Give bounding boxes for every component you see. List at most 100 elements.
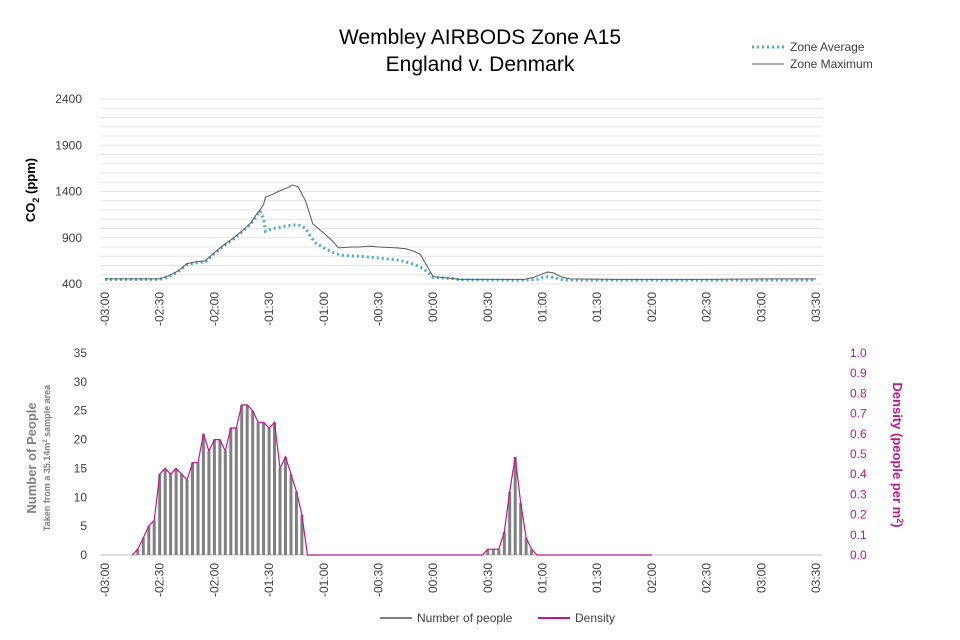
- people-bar: [191, 462, 194, 555]
- people-bar: [234, 428, 238, 555]
- bottom-y-tick-label: 0: [80, 548, 87, 562]
- people-bar: [158, 474, 162, 555]
- bottom-right-y-tick-label: 0.2: [850, 508, 867, 522]
- bottom-x-tick-label: -01:30: [262, 563, 276, 597]
- top-chart-y-tick-labels: 400 900 1400 1900 2400: [55, 92, 82, 291]
- top-x-tick-label: -01:30: [262, 292, 276, 326]
- top-x-tick-label: 02:30: [700, 292, 714, 322]
- bottom-left-y-axis-label: Number of People: [24, 402, 39, 513]
- bottom-x-tick-label: 00:00: [426, 563, 440, 593]
- top-chart-gridlines: [100, 98, 822, 285]
- bottom-x-tick-label: -00:30: [371, 563, 385, 597]
- bottom-x-tick-label: 03:00: [754, 563, 768, 593]
- people-bar: [491, 549, 495, 555]
- people-bar: [207, 451, 211, 555]
- people-bar: [240, 404, 244, 555]
- people-bar: [163, 468, 167, 555]
- bottom-legend: Number of people Density: [380, 611, 615, 625]
- bottom-x-tick-label: -02:30: [153, 563, 167, 597]
- top-x-tick-label: 00:00: [426, 292, 440, 322]
- people-bar: [508, 491, 512, 555]
- people-bar: [152, 520, 156, 555]
- people-bar: [256, 422, 260, 555]
- top-x-tick-label: -02:30: [153, 292, 167, 326]
- legend-label-zone-average: Zone Average: [790, 40, 865, 54]
- bottom-right-y-tick-label: 0.6: [850, 427, 867, 441]
- bottom-x-tick-label: 02:00: [645, 563, 659, 593]
- people-bar: [284, 456, 287, 555]
- bottom-right-y-axis-label: Density (people per m2): [890, 382, 905, 527]
- bottom-x-tick-label: 02:30: [700, 563, 714, 593]
- bottom-right-y-tick-label: 0.8: [850, 386, 867, 400]
- bottom-right-y-tick-label: 0.3: [850, 487, 867, 501]
- people-bar: [289, 474, 293, 555]
- top-y-axis-label: CO2 (ppm): [23, 158, 41, 222]
- bottom-right-y-tick-label: 0.1: [850, 528, 867, 542]
- people-bar: [273, 422, 276, 555]
- people-bar: [201, 433, 205, 555]
- people-bar: [294, 491, 298, 555]
- legend-label-zone-maximum: Zone Maximum: [790, 57, 873, 71]
- top-y-tick-label: 900: [62, 231, 82, 245]
- people-bar: [169, 474, 173, 555]
- bottom-chart-y-tick-labels: 0 5 10 15 20 25 30 35: [74, 346, 88, 562]
- people-bar: [300, 514, 304, 555]
- bottom-x-tick-label: -03:00: [98, 563, 112, 597]
- bottom-left-y-axis-sublabel: Taken from a 35.14m2 sample area: [42, 384, 52, 531]
- people-bar: [180, 474, 184, 555]
- bottom-y-tick-label: 10: [74, 490, 88, 504]
- top-x-tick-label: -03:00: [98, 292, 112, 326]
- bottom-chart-bars: [136, 404, 534, 555]
- people-bar: [519, 503, 523, 555]
- chart-title-line1: Wembley AIRBODS Zone A15: [339, 26, 621, 49]
- top-y-tick-label: 2400: [55, 92, 82, 106]
- density-line: [131, 404, 652, 556]
- top-x-tick-label: -01:00: [317, 292, 331, 326]
- top-y-tick-label: 1400: [55, 185, 82, 199]
- people-bar: [262, 422, 266, 555]
- bottom-y-tick-label: 5: [80, 519, 87, 533]
- people-bar: [524, 537, 528, 555]
- series-line-zone-maximum: [105, 184, 816, 280]
- bottom-y-tick-label: 25: [74, 404, 88, 418]
- people-bar: [229, 428, 233, 555]
- people-bar: [502, 531, 506, 555]
- top-x-tick-label: -00:30: [371, 292, 385, 326]
- bottom-x-tick-label: 00:30: [481, 563, 495, 593]
- top-x-tick-label: -02:00: [207, 292, 221, 326]
- bottom-x-tick-label: 01:00: [536, 563, 550, 593]
- bottom-y-tick-label: 20: [74, 433, 88, 447]
- bottom-x-tick-label: -01:00: [317, 563, 331, 597]
- people-bar: [530, 549, 534, 555]
- people-bar: [251, 410, 255, 555]
- people-bar: [212, 439, 216, 555]
- legend-label-density: Density: [575, 611, 615, 625]
- people-bar: [185, 480, 189, 555]
- top-x-tick-label: 03:00: [754, 292, 768, 322]
- people-bar: [136, 549, 140, 555]
- bottom-y-tick-label: 30: [74, 375, 88, 389]
- people-bar: [147, 526, 151, 555]
- top-chart-x-tick-labels: -03:00 -02:30 -02:00 -01:30 -01:00 -00:30 00:0…: [98, 292, 823, 326]
- top-y-tick-label: 400: [62, 277, 82, 291]
- bottom-y-tick-label: 15: [74, 461, 88, 475]
- top-x-tick-label: 03:30: [809, 292, 823, 322]
- bottom-y-tick-label: 35: [74, 346, 88, 360]
- people-bar: [267, 428, 271, 555]
- top-x-tick-label: 01:30: [590, 292, 604, 322]
- legend-label-number-of-people: Number of people: [417, 611, 513, 625]
- top-legend: Zone Average Zone Maximum: [752, 40, 873, 71]
- people-bar: [174, 468, 178, 555]
- top-x-tick-label: 00:30: [481, 292, 495, 322]
- top-y-tick-label: 1900: [55, 138, 82, 152]
- bottom-chart-x-tick-labels: -03:00 -02:30 -02:00 -01:30 -01:00 -00:30 00:0…: [98, 563, 823, 597]
- bottom-right-y-tick-label: 0.4: [850, 467, 867, 481]
- top-x-tick-label: 01:00: [536, 292, 550, 322]
- people-bar: [218, 439, 222, 555]
- people-bar: [141, 537, 145, 555]
- people-bar: [513, 456, 517, 555]
- bottom-x-tick-label: 01:30: [590, 563, 604, 593]
- bottom-chart-right-y-tick-labels: 0.0 0.1 0.2 0.3 0.4 0.5 0.6 0.7 0.8 0.9 1.0: [850, 346, 867, 562]
- top-x-tick-label: 02:00: [645, 292, 659, 322]
- people-bar: [497, 549, 501, 555]
